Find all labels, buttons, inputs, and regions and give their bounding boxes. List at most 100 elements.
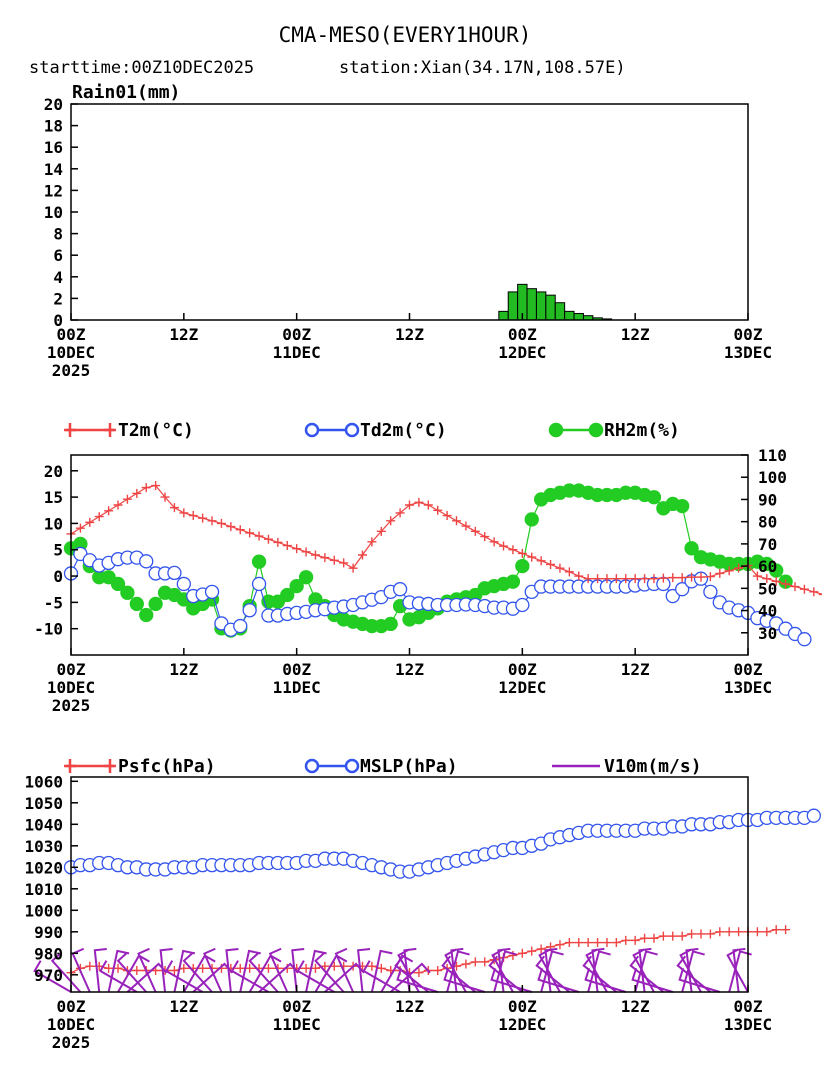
legend-psfc-marker — [104, 759, 116, 773]
y-tick-label: 18 — [44, 117, 63, 136]
psfc-point — [320, 961, 330, 971]
psfc-point — [85, 961, 95, 971]
t2m-point — [282, 541, 292, 551]
y-tick-label: 1000 — [24, 901, 63, 920]
wind-barb — [540, 950, 564, 993]
td2m-point — [392, 582, 408, 597]
x-date-label: 13DEC — [724, 1015, 772, 1034]
rh2m-point — [675, 498, 690, 514]
td2m-point — [703, 584, 718, 599]
t2m-point — [207, 516, 217, 526]
y-tick-label: 16 — [44, 138, 63, 157]
rh2m-point — [289, 578, 304, 594]
x-tick-label: 00Z — [508, 997, 537, 1016]
wind-barb — [230, 960, 269, 993]
t2m-point — [724, 566, 734, 576]
psfc-point — [235, 963, 245, 973]
t2m-point — [640, 574, 650, 584]
wind-barb — [490, 967, 533, 993]
x-tick-label: 00Z — [57, 660, 86, 679]
t2m-point — [226, 522, 236, 532]
legend-rh2m-marker — [548, 422, 564, 438]
psfc-point — [433, 966, 443, 975]
x-tick-label: 00Z — [282, 997, 311, 1016]
t2m-point — [104, 506, 114, 516]
x-year-label: 2025 — [52, 1033, 91, 1052]
psfc-point — [113, 963, 123, 973]
y-tick-label: 20 — [44, 462, 63, 481]
t2m-point — [602, 574, 612, 584]
t2m-point — [452, 516, 462, 526]
psfc-point — [630, 935, 640, 945]
x-date-label: 12DEC — [498, 678, 546, 697]
legend-mslp-marker — [304, 758, 320, 774]
wind-barb — [334, 947, 354, 993]
psfc-point — [179, 963, 189, 973]
legend-mslp-label: MSLP(hPa) — [360, 756, 458, 777]
x-tick-label: 00Z — [734, 660, 763, 679]
legend-td2m-marker — [344, 422, 360, 438]
rh2m-point — [524, 512, 539, 527]
wind-barb — [446, 950, 470, 993]
t2m-point — [188, 511, 198, 521]
x-year-label: 2025 — [52, 361, 91, 380]
t2m-point — [593, 574, 603, 584]
t2m-point — [301, 547, 311, 557]
t2m-point — [809, 587, 819, 597]
psfc-point — [649, 933, 659, 943]
psfc-point — [687, 929, 697, 939]
y2-tick-label: 70 — [758, 535, 777, 554]
wind-barb — [629, 955, 665, 993]
t2m-point — [677, 573, 687, 583]
wind-barb — [314, 952, 345, 993]
t2m-point — [611, 574, 621, 584]
x-tick-label: 00Z — [282, 325, 311, 344]
y-tick-label: 20 — [44, 95, 63, 114]
x-tick-label: 12Z — [395, 997, 424, 1016]
rain-bar — [554, 302, 566, 321]
rh2m-point — [298, 570, 314, 585]
wind-barb — [356, 947, 371, 993]
t2m-point — [75, 523, 85, 533]
x-date-label: 11DEC — [273, 1015, 321, 1034]
y-tick-label: 1010 — [24, 880, 63, 899]
y2-tick-label: 60 — [758, 557, 777, 576]
td2m-point — [242, 603, 257, 618]
legend-psfc-marker — [64, 759, 76, 773]
wind-barb — [450, 947, 464, 993]
x-tick-label: 00Z — [57, 997, 86, 1016]
y-tick-label: 14 — [44, 160, 63, 179]
t2m-point — [85, 517, 95, 527]
wind-barb — [678, 967, 721, 993]
x-date-label: 13DEC — [724, 343, 772, 362]
t2m-point — [734, 563, 744, 573]
plot-frame — [70, 103, 749, 321]
wind-barb — [380, 954, 414, 993]
y-tick-label: 4 — [53, 268, 63, 287]
t2m-point — [668, 573, 678, 583]
psfc-point — [762, 927, 772, 937]
y2-tick-label: 50 — [758, 579, 777, 598]
t2m-point — [414, 497, 424, 507]
legend-rh2m-label: RH2m(%) — [604, 420, 680, 441]
t2m-point — [658, 573, 668, 583]
t2m-point — [546, 559, 556, 569]
psfc-point — [583, 938, 593, 948]
rh2m-point — [515, 558, 530, 574]
t2m-point — [781, 579, 791, 589]
psfc-point — [696, 929, 706, 939]
wind-barb — [159, 947, 173, 993]
psfc-point — [480, 957, 490, 967]
t2m-point — [489, 537, 499, 547]
y2-tick-label: 40 — [758, 602, 777, 621]
y-tick-label: 6 — [53, 246, 63, 265]
y2-tick-label: 110 — [758, 446, 787, 465]
wind-barb — [225, 947, 239, 993]
wind-barb — [726, 948, 749, 993]
x-tick-label: 00Z — [282, 660, 311, 679]
wind-barb — [182, 952, 213, 993]
y2-tick-label: 90 — [758, 490, 777, 509]
wind-barb — [291, 947, 305, 993]
t2m-point — [480, 532, 490, 542]
psfc-point — [169, 966, 179, 975]
